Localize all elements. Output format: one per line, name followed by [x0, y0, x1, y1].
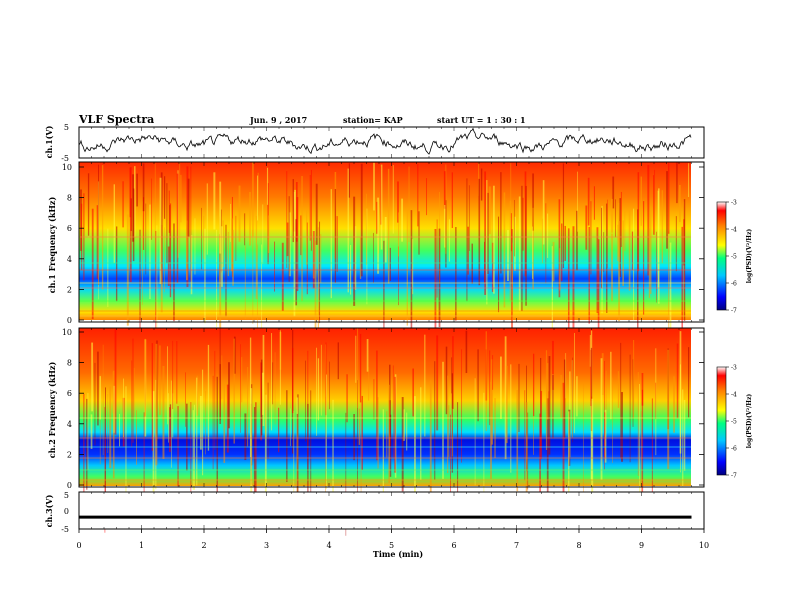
colorbar-tick-label: -5: [731, 254, 737, 261]
ch1-waveform: [78, 127, 692, 155]
ch1-spectrogram-texture: [79, 162, 691, 356]
ch2-yticks: 0 2 4 6 8 10: [62, 328, 704, 490]
x-tick-label: 7: [514, 541, 519, 550]
x-tick-label: 1: [139, 541, 144, 550]
y-tick-label: 6: [67, 224, 72, 233]
colorbar-tick-label: -5: [731, 419, 737, 426]
x-tick-label: 9: [639, 541, 644, 550]
x-tick-label: 5: [389, 541, 394, 550]
y-tick-label: 8: [67, 359, 72, 368]
ch1-yticks: 0 2 4 6 8 10: [62, 163, 704, 325]
x-tick-label: 4: [326, 541, 331, 550]
colorbar-tick-label: -4: [731, 392, 737, 399]
colorbar-tick-label: -3: [731, 200, 737, 207]
x-tick-label: 10: [699, 541, 709, 550]
ch3-ytick-top: 5: [64, 491, 69, 500]
ch2-spectrogram-panel: 0 2 4 6 8 10 ch.2 Frequency (kHz): [47, 327, 705, 536]
colorbar-tick-label: -7: [731, 308, 737, 315]
colorbar-tick-label: -4: [731, 227, 737, 234]
colorbar-tick-label: -7: [731, 473, 737, 480]
colorbar-tick-label: -6: [731, 446, 737, 453]
station-label: station= KAP: [343, 115, 403, 125]
colorbar-ch2: -3 -4 -5 -6 -7 log(PSD)(V²/Hz): [716, 365, 753, 480]
y-tick-label: 2: [67, 450, 72, 459]
ch2-spectrogram-texture: [79, 328, 691, 536]
date-label: Jun. 9 , 2017: [249, 115, 307, 125]
x-axis-label: Time (min): [373, 549, 423, 559]
colorbar-tick-label: -3: [731, 365, 737, 372]
colorbar-ch1-label: log(PSD)(V²/Hz): [746, 229, 753, 284]
ch3-ytick-mid: 0: [64, 507, 69, 516]
y-tick-label: 2: [67, 285, 72, 294]
x-tick-label: 6: [451, 541, 456, 550]
y-tick-label: 4: [67, 255, 72, 264]
ch3-ylabel: ch.3(V): [44, 494, 54, 527]
ch2-spectrogram: [79, 328, 691, 486]
colorbar-ch1: -3 -4 -5 -6 -7 log(PSD)(V²/Hz): [716, 200, 753, 315]
y-tick-label: 10: [62, 328, 72, 337]
ch2-spec-ylabel: ch.2 Frequency (kHz): [47, 362, 57, 459]
y-tick-label: 10: [62, 163, 72, 172]
ch3-ytick-bottom: -5: [61, 525, 69, 534]
colorbar-tick-label: -6: [731, 281, 737, 288]
ch1-timeseries-panel: 5 -5 ch.1(V): [44, 123, 705, 163]
start-time-label: start UT = 1 : 30 : 1: [437, 115, 526, 125]
ch1-ytick-bottom: -5: [61, 154, 69, 163]
y-tick-label: 0: [67, 316, 72, 325]
y-tick-label: 6: [67, 389, 72, 398]
x-tick-label: 8: [576, 541, 581, 550]
x-tick-label: 2: [201, 541, 206, 550]
ch1-ylabel: ch.1(V): [44, 125, 54, 158]
y-tick-label: 0: [67, 481, 72, 490]
x-tick-label: 3: [264, 541, 269, 550]
x-axis: 0 1 2 3 4 5 6 7 8 9 10: [76, 127, 709, 550]
ch1-spec-ylabel: ch.1 Frequency (kHz): [47, 197, 57, 294]
x-tick-label: 0: [76, 541, 81, 550]
y-tick-label: 8: [67, 194, 72, 203]
ch1-ytick-top: 5: [64, 123, 69, 132]
colorbar-ch2-label: log(PSD)(V²/Hz): [746, 394, 753, 449]
ch1-spectrogram-panel: 0 2 4 6 8 10 ch.1 Frequency (kHz): [47, 161, 705, 356]
figure-title: VLF Spectra: [78, 113, 154, 126]
ch3-timeseries-panel: 5 0 -5 ch.3(V): [44, 491, 705, 534]
y-tick-label: 4: [67, 420, 72, 429]
